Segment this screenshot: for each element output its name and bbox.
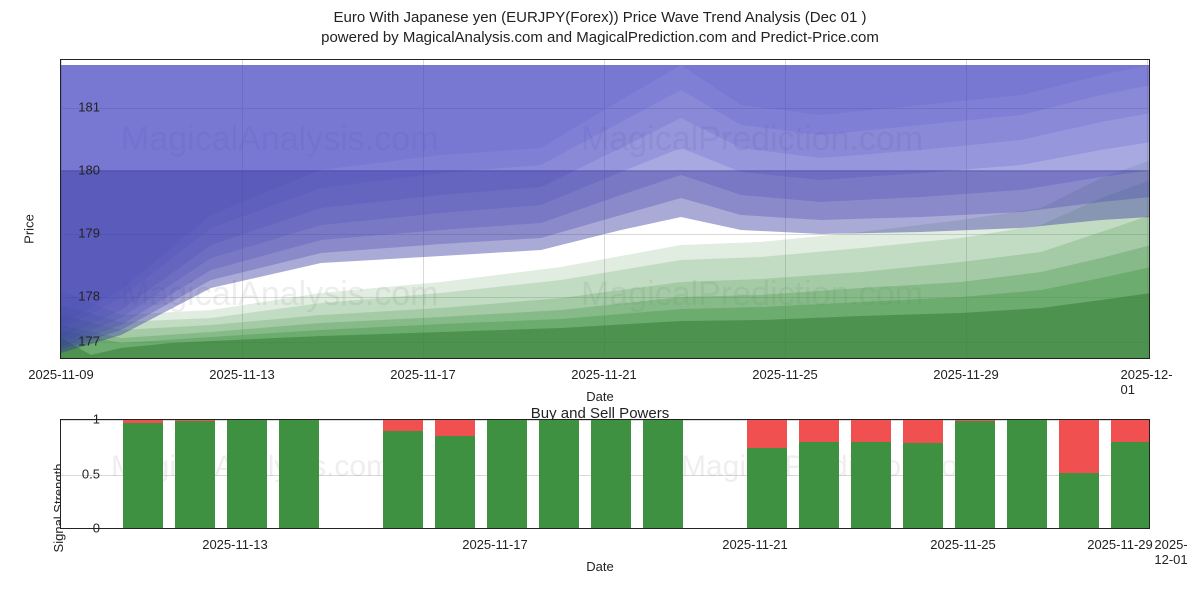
date-axis-label-bottom: Date [586, 559, 613, 574]
bar-red-0[interactable] [123, 419, 163, 424]
bar-green-17[interactable] [1007, 419, 1047, 528]
bar-red-13[interactable] [799, 419, 839, 442]
bar-red-6[interactable] [435, 419, 475, 437]
bar-green-9[interactable] [591, 419, 631, 528]
buy-sell-plot-area[interactable]: MagicalAnalysis.com MagicalPrediction.co… [60, 419, 1150, 529]
date-axis-label-top: Date [586, 389, 613, 404]
xtick-1117: 2025-11-17 [390, 367, 456, 382]
bar-green-13[interactable] [799, 442, 839, 528]
bxtick-1125: 2025-11-25 [930, 537, 996, 552]
ytick-179: 179 [50, 225, 100, 240]
bxtick-1113: 2025-11-13 [202, 537, 268, 552]
bar-green-16[interactable] [955, 421, 995, 528]
bar-red-5[interactable] [383, 419, 423, 431]
ytick-178: 178 [50, 288, 100, 303]
bar-green-8[interactable] [539, 419, 579, 528]
bar-green-18[interactable] [1059, 473, 1099, 528]
bar-green-5[interactable] [383, 431, 423, 528]
bar-red-16[interactable] [955, 419, 995, 421]
bar-red-15[interactable] [903, 419, 943, 443]
xtick-1201: 2025-12-01 [1121, 367, 1174, 397]
bar-green-0[interactable] [123, 423, 163, 528]
xtick-1125: 2025-11-25 [752, 367, 818, 382]
bxtick-1121: 2025-11-21 [722, 537, 788, 552]
bytick-0-0: 0 [50, 520, 100, 535]
bar-green-7[interactable] [487, 419, 527, 528]
bar-green-10[interactable] [643, 419, 683, 528]
ytick-180: 180 [50, 162, 100, 177]
bar-green-19[interactable] [1111, 442, 1150, 528]
ytick-181: 181 [50, 99, 100, 114]
price-wave-plot-area[interactable]: MagicalAnalysis.com MagicalPrediction.co… [60, 59, 1150, 359]
bxtick-1129: 2025-11-29 [1087, 537, 1153, 552]
bxtick-1201: 2025-12-01 [1154, 537, 1187, 567]
bxtick-1117: 2025-11-17 [462, 537, 528, 552]
bar-green-3[interactable] [279, 419, 319, 528]
ytick-177: 177 [50, 333, 100, 348]
bar-red-12[interactable] [747, 419, 787, 449]
bar-red-19[interactable] [1111, 419, 1150, 442]
bottom-chart-container: Buy and Sell Powers Signal Strength Magi… [0, 409, 1200, 594]
xtick-1109: 2025-11-09 [28, 367, 94, 382]
bar-green-12[interactable] [747, 448, 787, 527]
bar-green-1[interactable] [175, 421, 215, 528]
bar-green-6[interactable] [435, 436, 475, 527]
bar-red-1[interactable] [175, 419, 215, 421]
bar-green-14[interactable] [851, 442, 891, 528]
bar-green-15[interactable] [903, 443, 943, 528]
top-chart-container: Price MagicalAnalysis.com MagicalPredict… [0, 49, 1200, 409]
bar-green-2[interactable] [227, 419, 267, 528]
price-axis-label: Price [21, 214, 36, 244]
chart-subtitle: powered by MagicalAnalysis.com and Magic… [0, 28, 1200, 48]
price-wave-bands [61, 60, 1150, 359]
bar-red-14[interactable] [851, 419, 891, 442]
chart-title: Euro With Japanese yen (EURJPY(Forex)) P… [0, 0, 1200, 28]
bytick-1-0: 1 [50, 411, 100, 426]
xtick-1129: 2025-11-29 [933, 367, 999, 382]
xtick-1121: 2025-11-21 [571, 367, 637, 382]
bytick-0-5: 0.5 [50, 466, 100, 481]
bar-red-18[interactable] [1059, 419, 1099, 473]
xtick-1113: 2025-11-13 [209, 367, 275, 382]
